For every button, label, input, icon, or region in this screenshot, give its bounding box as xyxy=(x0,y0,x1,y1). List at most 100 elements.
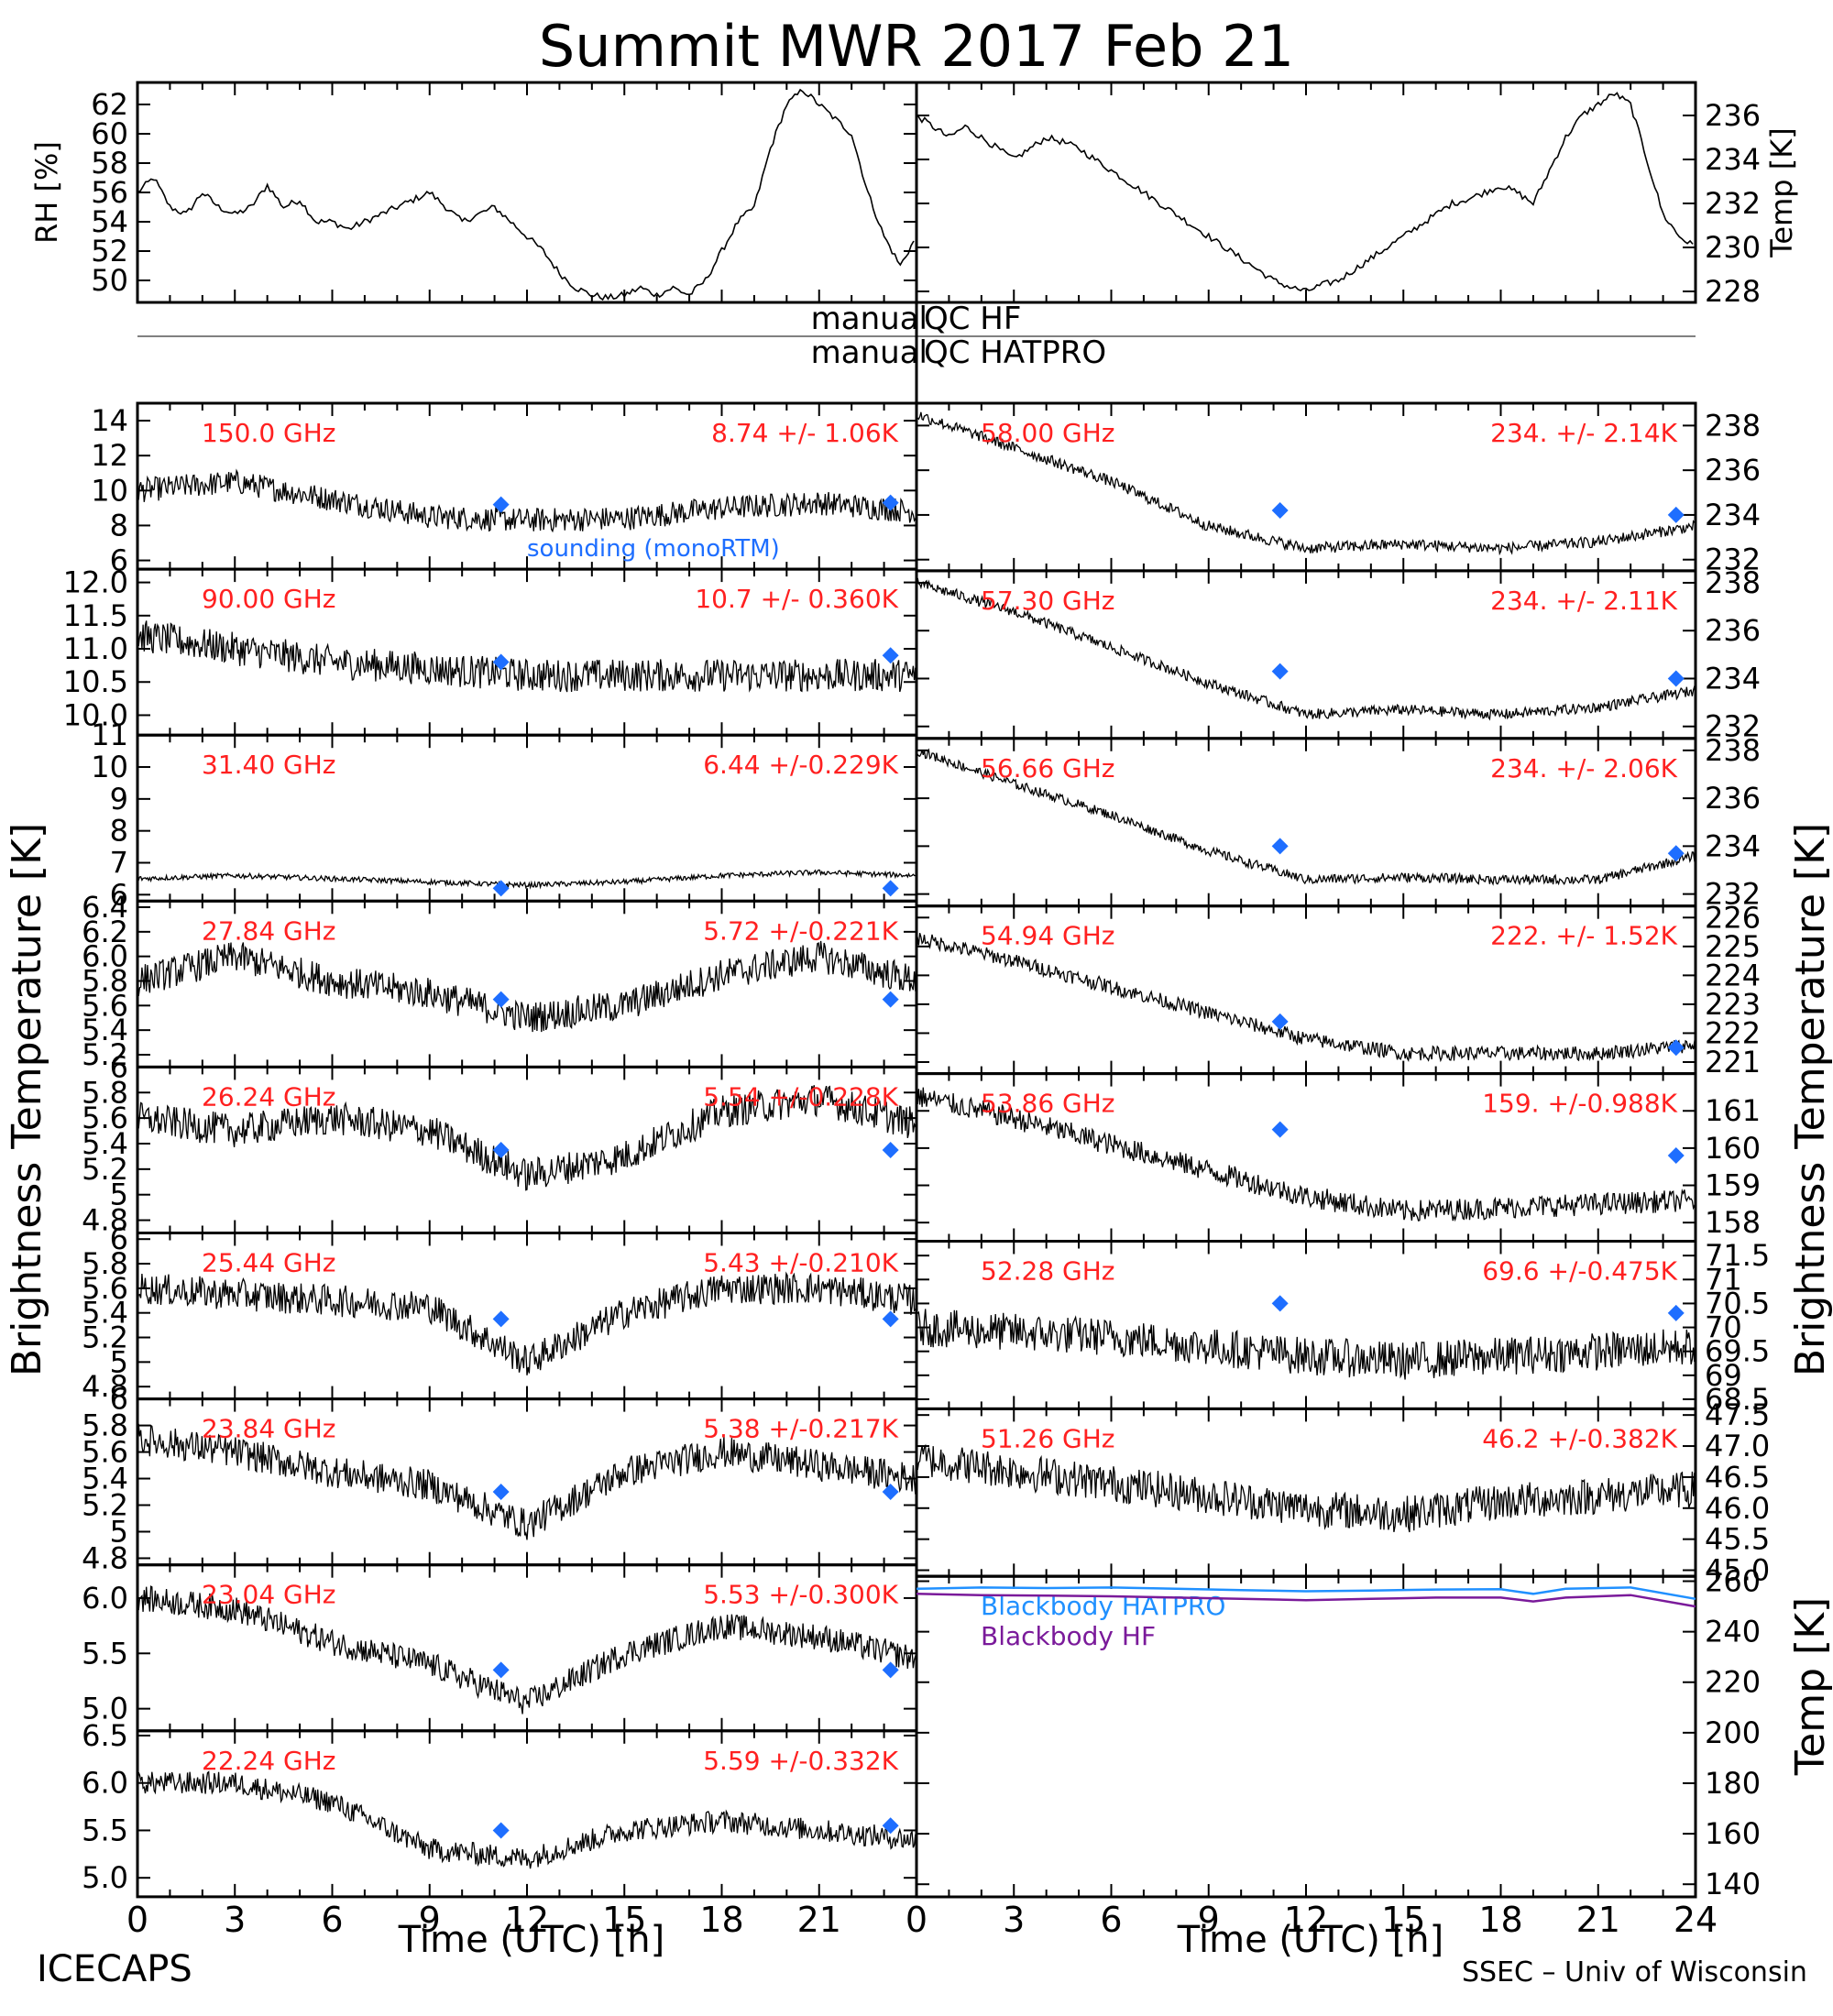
y-tick-label: 5.0 xyxy=(82,1692,128,1726)
y-tick-label: 10.5 xyxy=(63,664,128,699)
y-tick-label: 200 xyxy=(1705,1715,1761,1750)
y-tick-label: 5.8 xyxy=(82,1408,128,1443)
qc-right-1: QC HF xyxy=(924,301,1021,337)
trace-rh xyxy=(137,88,915,301)
y-tick-label: 5.6 xyxy=(82,1435,128,1470)
stats-label: 5.72 +/-0.221K xyxy=(703,915,898,946)
y-tick-label: 5 xyxy=(110,1344,128,1379)
y-tick-label: 46.5 xyxy=(1705,1460,1770,1495)
y-tick-label: 70 xyxy=(1705,1310,1742,1345)
legend-hf: Blackbody HF xyxy=(981,1621,1156,1651)
y-tick-label: 5.2 xyxy=(82,1037,128,1072)
sounding-marker xyxy=(1271,1121,1289,1138)
y-tick-label: 6 xyxy=(110,877,128,912)
channel-label: 31.40 GHz xyxy=(202,750,336,780)
channel-label: 27.84 GHz xyxy=(202,915,336,946)
y-tick-label: 45.0 xyxy=(1705,1553,1770,1588)
y-tick-label: 4.8 xyxy=(82,1540,128,1575)
y-tick-label: 54 xyxy=(91,204,128,239)
y-tick-label: 5.4 xyxy=(82,1013,128,1047)
y-tick-label: 5.5 xyxy=(82,1636,128,1671)
y-tick-label: 6.2 xyxy=(82,915,128,949)
x-tick-label-right: 3 xyxy=(1003,1900,1025,1940)
y-tick-label: 4.8 xyxy=(82,1369,128,1404)
sounding-marker xyxy=(492,1822,510,1839)
sounding-marker xyxy=(882,1661,899,1679)
sounding-marker xyxy=(882,1817,899,1835)
y-tick-label: 5.8 xyxy=(82,1246,128,1281)
y-tick-label: 260 xyxy=(1705,1564,1761,1599)
qc-right-2: QC HATPRO xyxy=(924,334,1106,371)
channel-label: 26.24 GHz xyxy=(202,1081,336,1112)
y-tick-label: 60 xyxy=(91,116,128,151)
y-tick-label: 62 xyxy=(91,87,128,122)
channel-label: 150.0 GHz xyxy=(202,418,336,448)
y-tick-label: 5.0 xyxy=(82,1860,128,1895)
channel-label: 52.28 GHz xyxy=(981,1256,1115,1287)
y-tick-label: 5.6 xyxy=(82,1101,128,1135)
y-tick-label: 223 xyxy=(1705,987,1761,1022)
y-tick-label: 232 xyxy=(1705,542,1761,577)
y-tick-label: 5.4 xyxy=(82,1296,128,1331)
qc-left-2: manual xyxy=(811,334,927,371)
sounding-marker xyxy=(882,1310,899,1328)
y-tick-label: 12 xyxy=(91,438,128,473)
channel-label: 58.00 GHz xyxy=(981,418,1115,448)
y-tick-label: 11 xyxy=(91,718,128,752)
stats-label: 8.74 +/- 1.06K xyxy=(711,418,898,448)
sounding-marker xyxy=(492,991,510,1008)
y-axis-label-right: Brightness Temperature [K] xyxy=(1787,823,1833,1376)
y-tick-label: 160 xyxy=(1705,1131,1761,1166)
footer-icecaps: ICECAPS xyxy=(37,1948,192,1990)
x-axis-label-left: Time (UTC) [h] xyxy=(398,1919,664,1961)
y-tick-label: 5.8 xyxy=(82,963,128,998)
y-tick-label: 69.5 xyxy=(1705,1334,1770,1369)
y-tick-label: 230 xyxy=(1705,230,1761,265)
stats-label: 5.38 +/-0.217K xyxy=(703,1414,898,1444)
y-tick-label: 10 xyxy=(91,473,128,508)
sounding-marker xyxy=(1667,1039,1685,1057)
y-tick-label: 11.0 xyxy=(63,631,128,666)
trace-hp_52 xyxy=(916,1309,1696,1380)
stats-label: 6.44 +/-0.229K xyxy=(703,750,898,780)
y-tick-label: 180 xyxy=(1705,1766,1761,1801)
y-tick-label: 10 xyxy=(91,750,128,784)
x-tick-label-left: 12 xyxy=(505,1900,549,1940)
y-tick-label: 5.6 xyxy=(82,988,128,1023)
y-tick-label: 236 xyxy=(1705,98,1761,133)
y-tick-label: 70.5 xyxy=(1705,1286,1770,1320)
channel-label: 53.86 GHz xyxy=(981,1089,1115,1119)
x-tick-label-right: 9 xyxy=(1198,1900,1220,1940)
trace-hf_23_8 xyxy=(137,1423,917,1540)
y-tick-label: 9 xyxy=(110,782,128,816)
channel-label: 51.26 GHz xyxy=(981,1423,1115,1453)
stats-label: 5.54 +/-0.228K xyxy=(703,1081,898,1112)
series-line-hatpro xyxy=(916,1586,1696,1601)
x-tick-label-right: 15 xyxy=(1381,1900,1425,1940)
stats-label: 222. +/- 1.52K xyxy=(1490,921,1677,951)
y-tick-label: 52 xyxy=(91,234,128,268)
sounding-marker xyxy=(492,880,510,897)
y-tick-label: 232 xyxy=(1705,877,1761,912)
y-tick-label: 236 xyxy=(1705,453,1761,488)
sounding-marker xyxy=(882,1141,899,1158)
y-tick-label: 10.0 xyxy=(63,697,128,732)
y-tick-label: 160 xyxy=(1705,1816,1761,1851)
sounding-marker xyxy=(492,653,510,671)
y-tick-label: 58 xyxy=(91,146,128,181)
channel-label: 23.04 GHz xyxy=(202,1580,336,1610)
y-tick-label: 71.5 xyxy=(1705,1238,1770,1273)
y-axis-label-blackbody: Temp [K] xyxy=(1787,1597,1833,1776)
y-tick-label: 6.0 xyxy=(82,1581,128,1616)
y-label-temp: Temp [K] xyxy=(1764,127,1799,257)
x-tick-label-left: 6 xyxy=(321,1900,343,1940)
y-tick-label: 45.5 xyxy=(1705,1522,1770,1557)
x-tick-label-right: 21 xyxy=(1576,1900,1620,1940)
y-tick-label: 232 xyxy=(1705,186,1761,221)
y-tick-label: 5.4 xyxy=(82,1126,128,1161)
x-tick-label-left: 9 xyxy=(419,1900,441,1940)
stats-label: 159. +/-0.988K xyxy=(1482,1089,1677,1119)
stats-label: 234. +/- 2.14K xyxy=(1490,418,1677,448)
figure-title: Summit MWR 2017 Feb 21 xyxy=(539,13,1294,80)
